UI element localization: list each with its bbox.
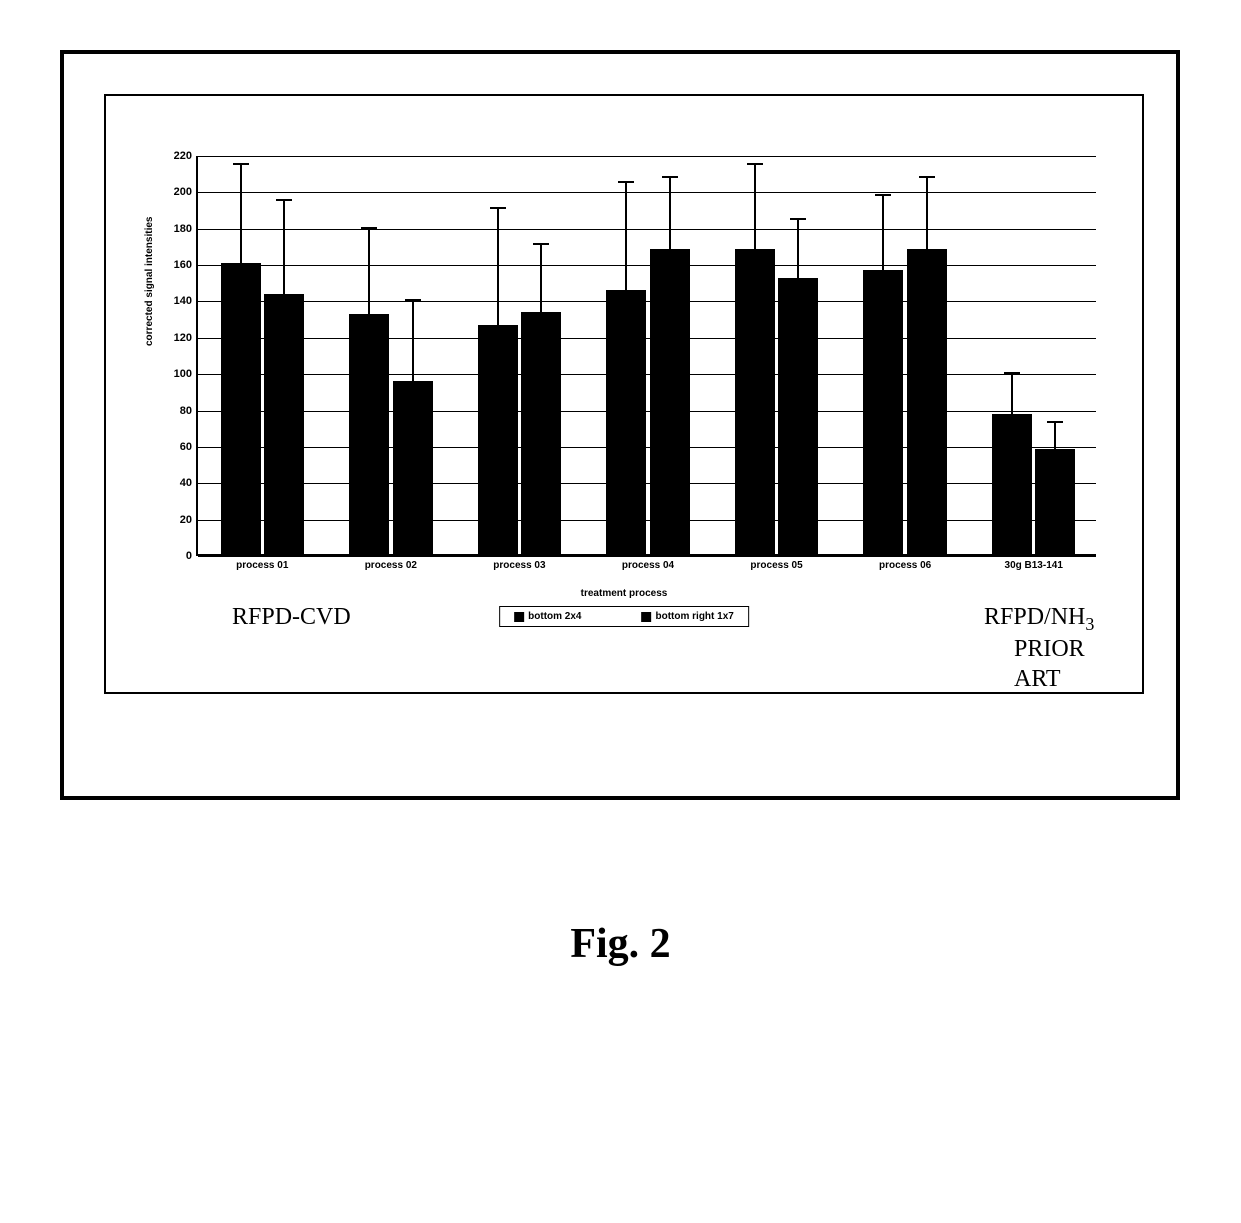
gridline [198, 156, 1096, 157]
legend-label-a: bottom 2x4 [528, 611, 581, 622]
bar-series-a [349, 314, 389, 554]
xtick-label: process 01 [198, 554, 327, 571]
error-bar [669, 176, 671, 249]
annotation-right-line1: RFPD/NH3 [984, 604, 1094, 635]
annotation-right-text: RFPD/NH [984, 604, 1085, 630]
xtick-label: 30g B13-141 [969, 554, 1098, 571]
error-bar [625, 181, 627, 290]
bar-series-b [907, 249, 947, 554]
bar-series-b [778, 278, 818, 554]
error-bar [1054, 421, 1056, 448]
error-bar [1011, 372, 1013, 414]
error-cap [276, 199, 292, 201]
gridline [198, 338, 1096, 339]
ytick-label: 180 [174, 223, 198, 235]
error-bar [368, 227, 370, 314]
outer-frame: corrected signal intensities 02040608010… [60, 50, 1180, 800]
legend: bottom 2x4 bottom right 1x7 [499, 606, 749, 627]
ytick-label: 40 [180, 477, 198, 489]
error-cap [533, 243, 549, 245]
legend-swatch-a [514, 612, 524, 622]
error-bar [882, 194, 884, 270]
error-cap [662, 176, 678, 178]
error-bar [240, 163, 242, 263]
ytick-label: 60 [180, 441, 198, 453]
gridline [198, 265, 1096, 266]
error-cap [1004, 372, 1020, 374]
ytick-label: 100 [174, 368, 198, 380]
gridline [198, 192, 1096, 193]
bar-series-b [1035, 449, 1075, 554]
chart-area: 020406080100120140160180200220process 01… [196, 156, 1096, 556]
legend-item-b: bottom right 1x7 [642, 611, 734, 622]
bar-series-a [992, 414, 1032, 554]
error-cap [405, 299, 421, 301]
legend-label-b: bottom right 1x7 [656, 611, 734, 622]
legend-item-a: bottom 2x4 [514, 611, 581, 622]
gridline [198, 447, 1096, 448]
bar-series-b [393, 381, 433, 554]
gridline [198, 301, 1096, 302]
error-cap [790, 218, 806, 220]
gridline [198, 520, 1096, 521]
bar-series-a [478, 325, 518, 554]
bar-series-b [264, 294, 304, 554]
bar-series-b [521, 312, 561, 554]
gridline [198, 374, 1096, 375]
bar-series-a [863, 270, 903, 554]
xtick-label: process 03 [455, 554, 584, 571]
error-bar [797, 218, 799, 278]
error-bar [283, 199, 285, 294]
annotation-right-sub: 3 [1085, 614, 1094, 634]
error-bar [540, 243, 542, 312]
ytick-label: 0 [186, 550, 198, 562]
legend-swatch-b [642, 612, 652, 622]
ytick-label: 20 [180, 514, 198, 526]
ytick-label: 200 [174, 186, 198, 198]
xtick-label: process 06 [841, 554, 970, 571]
annotation-left: RFPD-CVD [232, 604, 351, 631]
bar-series-a [735, 249, 775, 554]
error-bar [926, 176, 928, 249]
error-cap [747, 163, 763, 165]
bar-series-a [221, 263, 261, 554]
error-cap [1047, 421, 1063, 423]
error-bar [412, 299, 414, 381]
bar-series-b [650, 249, 690, 554]
gridline [198, 483, 1096, 484]
ytick-label: 140 [174, 295, 198, 307]
gridline [198, 229, 1096, 230]
error-cap [875, 194, 891, 196]
plot-area: 020406080100120140160180200220process 01… [196, 156, 1096, 556]
error-cap [490, 207, 506, 209]
gridline [198, 411, 1096, 412]
xtick-label: process 05 [712, 554, 841, 571]
bar-series-a [606, 290, 646, 554]
error-cap [233, 163, 249, 165]
error-bar [754, 163, 756, 248]
x-axis-label: treatment process [581, 588, 668, 599]
annotation-right-line3: ART [1014, 666, 1061, 693]
ytick-label: 220 [174, 150, 198, 162]
xtick-label: process 02 [327, 554, 456, 571]
error-bar [497, 207, 499, 325]
error-cap [361, 227, 377, 229]
annotation-right-line2: PRIOR [1014, 636, 1085, 663]
xtick-label: process 04 [584, 554, 713, 571]
error-cap [919, 176, 935, 178]
error-cap [618, 181, 634, 183]
figure-caption: Fig. 2 [570, 920, 670, 968]
ytick-label: 120 [174, 332, 198, 344]
ytick-label: 160 [174, 259, 198, 271]
ytick-label: 80 [180, 405, 198, 417]
y-axis-label: corrected signal intensities [144, 217, 155, 347]
